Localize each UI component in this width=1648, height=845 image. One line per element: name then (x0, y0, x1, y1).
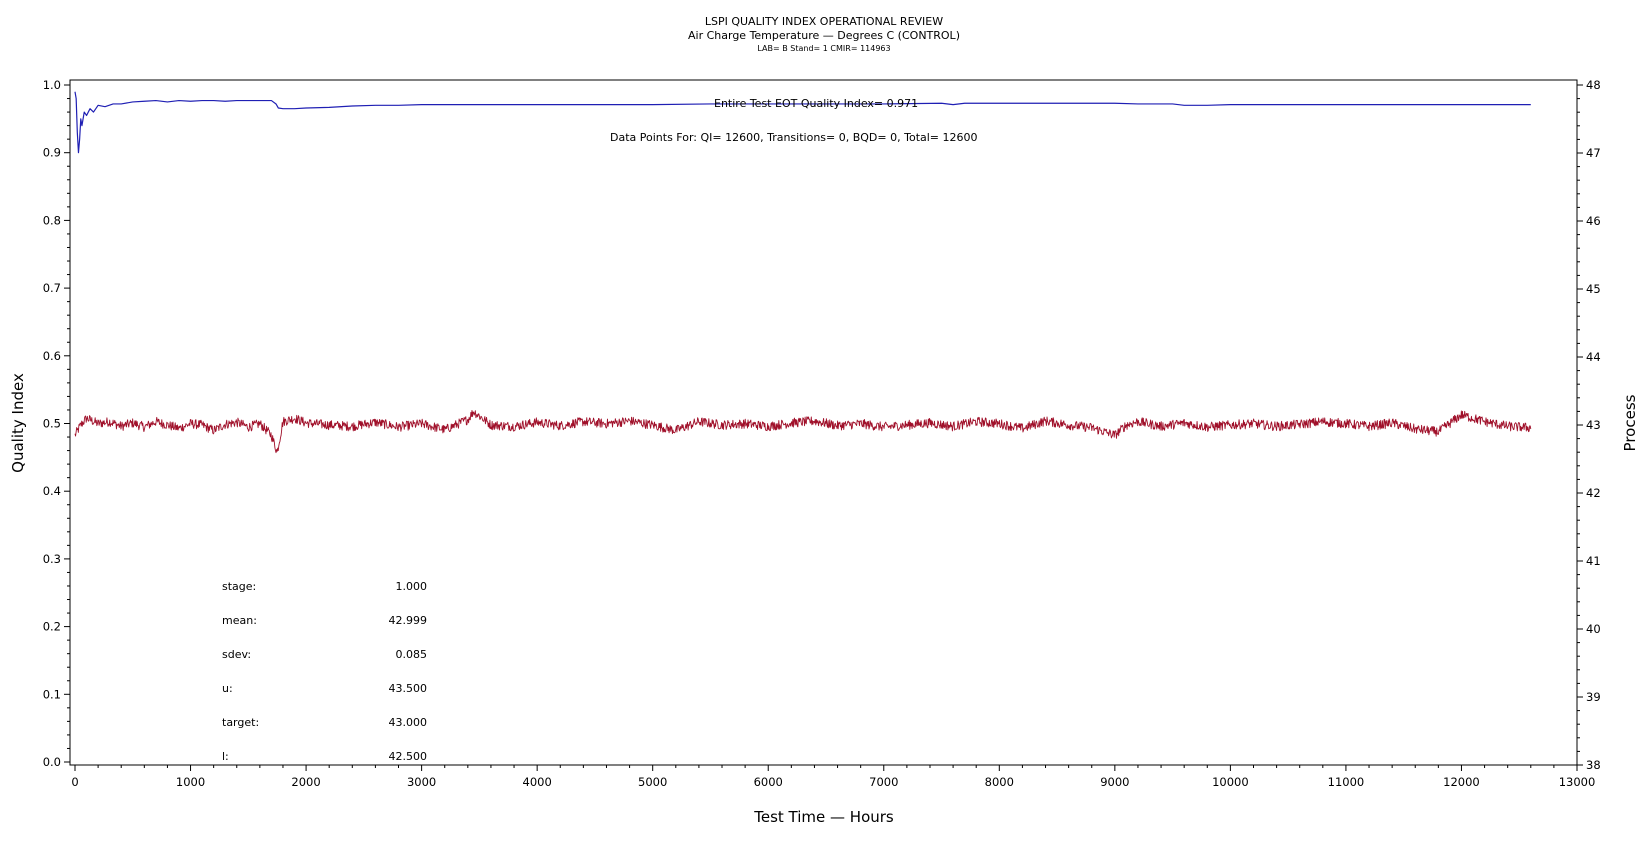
chart-subsubtitle: LAB= B Stand= 1 CMIR= 114963 (757, 44, 890, 53)
process-line (74, 409, 1532, 454)
stat-value: 1.000 (396, 580, 428, 593)
stat-label: l: (222, 750, 229, 763)
stat-value: 0.085 (396, 648, 428, 661)
stat-value: 43.000 (389, 716, 428, 729)
quality-index-line (74, 91, 1531, 154)
x-tick-label: 4000 (523, 775, 552, 789)
stat-value: 42.500 (389, 750, 428, 763)
y-right-tick-label: 47 (1586, 146, 1601, 160)
y-left-tick-label: 1.0 (43, 78, 61, 92)
y-left-tick-label: 0.7 (43, 281, 61, 295)
y-right-tick-label: 40 (1586, 622, 1601, 636)
stat-label: target: (222, 716, 259, 729)
x-tick-label: 12000 (1443, 775, 1480, 789)
y-left-tick-label: 0.0 (43, 755, 61, 769)
x-tick-label: 10000 (1212, 775, 1249, 789)
x-tick-label: 3000 (407, 775, 436, 789)
stat-label: stage: (222, 580, 256, 593)
y-left-tick-label: 0.4 (43, 484, 61, 498)
y-axis-left: 0.0 0.1 0.2 0.3 0.4 0.5 0.6 0.7 0.8 0.9 1.0 (43, 78, 70, 769)
stat-label: mean: (222, 614, 257, 627)
x-tick-label: 5000 (638, 775, 667, 789)
y-right-tick-label: 43 (1586, 418, 1601, 432)
y-axis-right-label: Process (1621, 394, 1639, 451)
x-tick-label: 0 (71, 775, 78, 789)
x-tick-label: 1000 (176, 775, 205, 789)
y-axis-right: 38 39 40 41 42 43 44 45 46 47 48 (1577, 78, 1601, 772)
stat-label: u: (222, 682, 233, 695)
y-left-tick-label: 0.6 (43, 349, 61, 363)
y-right-tick-label: 41 (1586, 554, 1601, 568)
chart-title: LSPI QUALITY INDEX OPERATIONAL REVIEW (705, 15, 943, 28)
y-left-tick-label: 0.1 (43, 687, 61, 701)
y-right-tick-label: 46 (1586, 214, 1601, 228)
x-axis-label: Test Time — Hours (753, 808, 894, 826)
stat-value: 42.999 (389, 614, 428, 627)
y-left-tick-label: 0.3 (43, 552, 61, 566)
y-left-tick-label: 0.8 (43, 213, 61, 227)
stats-table: stage: 1.000 mean: 42.999 sdev: 0.085 u: 43.500… (222, 580, 427, 763)
x-tick-label: 8000 (985, 775, 1014, 789)
chart-subtitle: Air Charge Temperature — Degrees C (CONT… (688, 29, 960, 42)
x-axis: 0 1000 2000 3000 4000 5000 6000 7000 8000 9000 100… (71, 765, 1595, 789)
y-right-tick-label: 38 (1586, 758, 1601, 772)
x-tick-label: 2000 (291, 775, 320, 789)
y-right-tick-label: 44 (1586, 350, 1601, 364)
y-axis-left-label: Quality Index (9, 373, 27, 473)
y-left-tick-label: 0.9 (43, 146, 61, 160)
x-tick-label: 6000 (754, 775, 783, 789)
y-left-tick-label: 0.2 (43, 620, 61, 634)
y-right-tick-label: 45 (1586, 282, 1601, 296)
x-tick-label: 9000 (1100, 775, 1129, 789)
y-left-tick-label: 0.5 (43, 417, 61, 431)
plot-frame (69, 79, 1578, 766)
stat-label: sdev: (222, 648, 251, 661)
x-tick-label: 13000 (1559, 775, 1596, 789)
stat-value: 43.500 (389, 682, 428, 695)
data-points-annotation: Data Points For: QI= 12600, Transitions=… (610, 131, 978, 144)
x-tick-label: 11000 (1328, 775, 1365, 789)
y-right-tick-label: 42 (1586, 486, 1601, 500)
series-layer (74, 91, 1532, 454)
y-right-tick-label: 48 (1586, 78, 1601, 92)
eot-quality-index-annotation: Entire Test EOT Quality Index= 0.971 (714, 97, 918, 110)
y-right-tick-label: 39 (1586, 690, 1601, 704)
x-tick-label: 7000 (869, 775, 898, 789)
